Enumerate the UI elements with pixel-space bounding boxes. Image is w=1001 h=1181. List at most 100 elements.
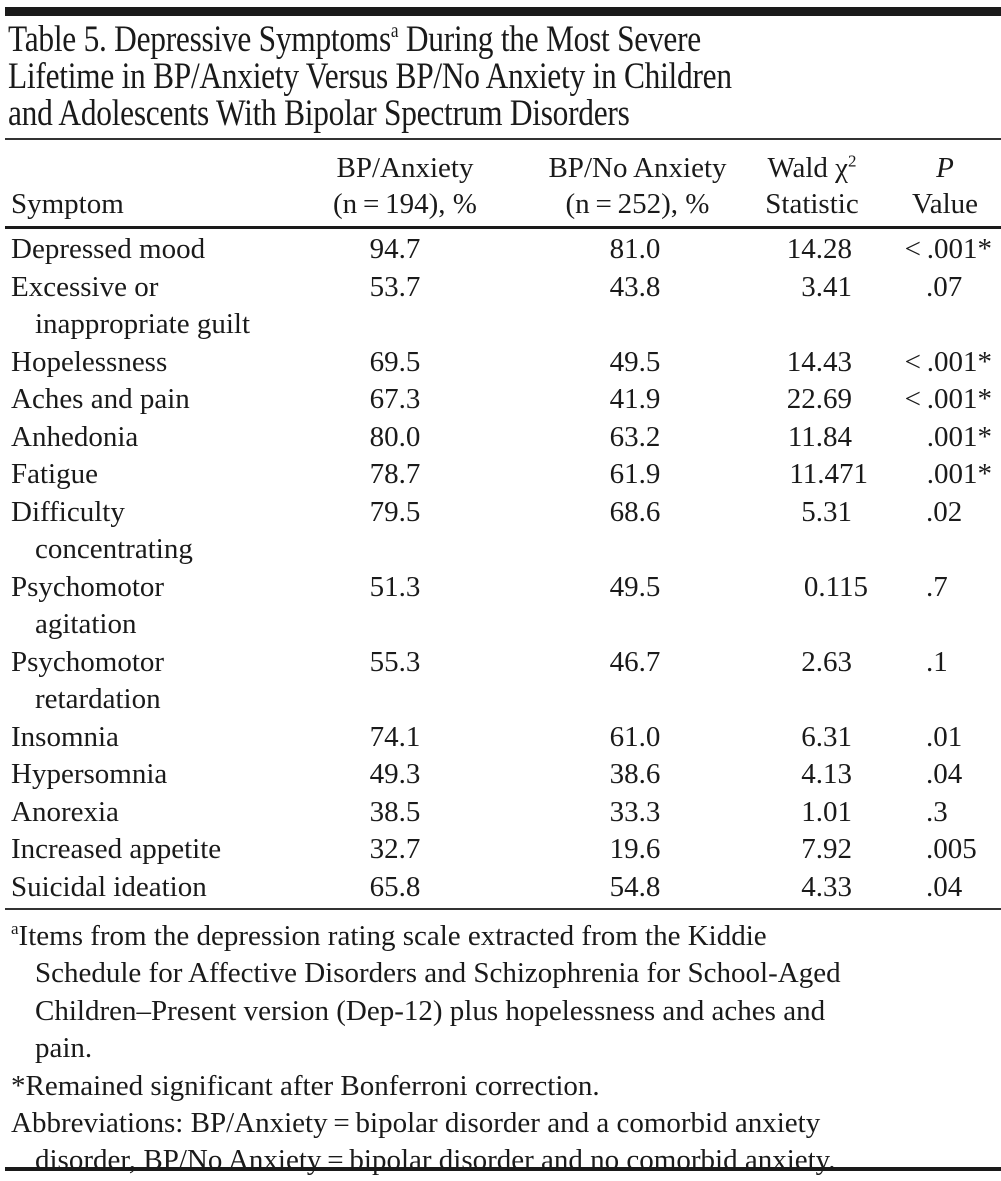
cell-bp-no-anxiety: 43.8 [609,270,661,303]
cell-symptom: Fatigue [11,456,98,494]
cell-wald-statistic: 6.31 [801,720,852,753]
title-text-1: Table 5. Depressive Symptoms [8,18,391,59]
cell-symptom: Psychomotor retardation [11,644,164,719]
cell-bp-no-anxiety: 63.2 [609,420,661,453]
cell-symptom: Insomnia [11,719,119,757]
cell-bp-anxiety: 51.3 [369,570,421,603]
cell-p-value: .07 [926,270,963,303]
cell-bp-anxiety: 94.7 [369,233,421,265]
footnote-a: aItems from the depression rating scale … [11,918,996,1068]
footnote-a-line-4: pain. [35,1032,93,1065]
footnote-a-marker: a [11,919,19,938]
title-footnote-marker: a [390,20,399,42]
header-bp-no-anxiety-line2: (n = 252), % [565,188,710,220]
header-p-line2: Value [911,188,979,220]
title-line-3: and Adolescents With Bipolar Spectrum Di… [8,92,630,133]
footnote-star: *Remained significant after Bonferroni c… [11,1069,600,1102]
footnote-abbrev-line-2: disorder, BP/No Anxiety = bipolar disord… [35,1144,836,1177]
cell-bp-no-anxiety: 33.3 [609,795,661,828]
header-p-line1: P [936,152,954,184]
cell-symptom: Hypersomnia [11,756,167,794]
cell-bp-anxiety: 32.7 [369,833,421,865]
cell-bp-no-anxiety: 49.5 [609,570,661,603]
symptom-name-continued: agitation [35,608,137,640]
cell-wald-statistic: 22.69 [786,383,852,415]
footnote-abbreviations: Abbreviations: BP/Anxiety = bipolar diso… [11,1105,996,1180]
cell-wald-statistic: 11.84 [787,420,852,453]
header-bp-no-anxiety-line1: BP/No Anxiety [548,152,727,184]
cell-p-value: .01 [926,720,963,753]
symptom-name: Hopelessness [11,345,168,378]
cell-symptom: Increased appetite [11,831,221,869]
cell-bp-anxiety: 80.0 [369,420,421,453]
symptom-name: Increased appetite [11,833,222,865]
symptom-name: Psychomotor [11,645,165,678]
cell-bp-anxiety: 79.5 [369,495,421,528]
cell-wald-statistic: 14.28 [786,233,852,265]
cell-symptom: Depressed mood [11,231,205,269]
cell-bp-anxiety: 38.5 [369,795,421,828]
cell-wald-statistic: 4.13 [801,758,852,790]
cell-symptom: Difficulty concentrating [11,494,193,569]
cell-p-value: .001* [926,420,992,453]
cell-wald-statistic: 4.33 [801,870,852,903]
cell-wald-statistic: 11.471 [789,458,868,490]
header-bp-anxiety-line1: BP/Anxiety [336,152,474,184]
cell-p-value: .005 [926,833,977,865]
cell-bp-no-anxiety: 61.9 [609,458,661,490]
cell-bp-no-anxiety: 49.5 [609,345,661,378]
footnote-a-line-2: Schedule for Affective Disorders and Sch… [35,957,841,990]
cell-bp-no-anxiety: 46.7 [609,645,661,678]
cell-symptom: Hopelessness [11,344,167,382]
header-bp-no-anxiety: BP/No Anxiety (n = 252), % [540,150,735,222]
symptom-name: Hypersomnia [11,758,168,790]
bottom-rule [5,1167,1001,1171]
cell-wald-statistic: 2.63 [801,645,852,678]
cell-p-value: .04 [926,758,963,790]
cell-p-value: .1 [926,645,948,678]
header-wald-line1: Wald χ2 [752,150,872,186]
symptom-name-continued: inappropriate guilt [35,308,251,340]
symptom-name: Aches and pain [11,383,190,415]
cell-bp-anxiety: 78.7 [369,458,421,490]
header-wald-line2: Statistic [765,188,859,220]
body-bottom-rule [5,908,1001,910]
symptom-name-continued: retardation [35,683,161,715]
cell-bp-anxiety: 65.8 [369,870,421,903]
cell-symptom: Suicidal ideation [11,869,207,907]
cell-p-value: < .001* [904,233,992,265]
cell-bp-no-anxiety: 19.6 [609,833,661,865]
symptom-name: Suicidal ideation [11,870,207,903]
cell-bp-no-anxiety: 54.8 [609,870,661,903]
header-wald: Wald χ2 Statistic [752,150,872,222]
symptom-name: Fatigue [11,458,98,490]
title-text-1-rest: During the Most Severe [398,18,701,59]
footnote-a-text-1: Items from the depression rating scale e… [18,920,767,952]
cell-wald-statistic: 14.43 [786,345,852,378]
cell-p-value: < .001* [904,383,992,415]
symptom-name: Difficulty [11,495,125,528]
header-bp-anxiety: BP/Anxiety (n = 194), % [320,150,490,222]
cell-bp-anxiety: 67.3 [369,383,421,415]
header-wald-text: Wald χ [767,152,849,184]
title-line-1: Table 5. Depressive Symptomsa During the… [8,20,859,57]
cell-wald-statistic: 7.92 [801,833,852,865]
top-rule [5,7,1001,16]
cell-wald-statistic: 3.41 [801,270,852,303]
header-symptom: Symptom [11,188,124,220]
cell-wald-statistic: 1.01 [801,795,852,828]
cell-bp-anxiety: 53.7 [369,270,421,303]
header-bp-anxiety-line2: (n = 194), % [333,188,477,220]
cell-p-value: .7 [926,570,948,603]
title-rule [5,138,1001,140]
cell-symptom: Anhedonia [11,419,138,457]
cell-wald-statistic: 5.31 [801,495,852,528]
cell-symptom: Excessive or inappropriate guilt [11,269,250,344]
cell-bp-no-anxiety: 81.0 [609,233,661,265]
symptom-name-continued: concentrating [35,533,193,565]
cell-bp-anxiety: 69.5 [369,345,421,378]
cell-symptom: Aches and pain [11,381,190,419]
cell-wald-statistic: 0.115 [803,570,868,603]
title-line-2: Lifetime in BP/Anxiety Versus BP/No Anxi… [8,55,732,96]
cell-p-value: .3 [926,795,948,828]
